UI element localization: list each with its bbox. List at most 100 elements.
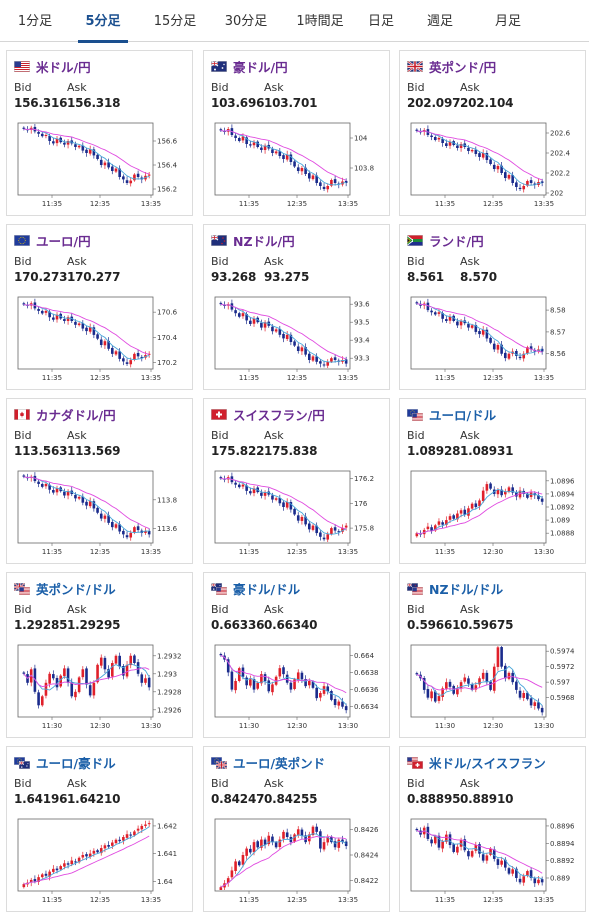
pair-name[interactable]: ランド/円 <box>429 233 484 249</box>
bid-value: 170.273 <box>14 270 68 284</box>
y-tick-label: 175.8 <box>354 525 374 533</box>
candle <box>252 316 256 327</box>
chart-area[interactable]: 1.2932 1.293 1.2928 1.2926 11:30 12:30 13:30 <box>17 644 183 733</box>
pair-name[interactable]: スイスフラン/円 <box>233 407 325 423</box>
pair-name[interactable]: ユーロ/円 <box>36 233 91 249</box>
candle <box>278 664 282 680</box>
pair-name[interactable]: ユーロ/豪ドル <box>36 755 116 771</box>
rate-card[interactable]: NZドル/円 Bid Ask 93.268 93.275 93.6 93.5 93.… <box>203 224 390 390</box>
pair-name[interactable]: 英ポンド/ドル <box>36 581 116 597</box>
tab-0[interactable]: 1分足 <box>17 14 53 29</box>
chart-area[interactable]: 113.8 113.6 11:35 12:35 13:35 <box>17 470 183 559</box>
price-chart: 0.664 0.6638 0.6636 0.6634 11:30 12:30 13:30 <box>214 644 379 730</box>
pair-name[interactable]: 米ドル/スイスフラン <box>429 755 546 771</box>
y-tick-label: 1.642 <box>157 822 177 830</box>
tab-7[interactable]: 月足 <box>494 14 521 29</box>
rate-card[interactable]: ユーロ/ドル Bid Ask 1.08928 1.08931 1.0896 1.0… <box>399 398 586 564</box>
candle <box>456 142 459 151</box>
rate-card[interactable]: カナダドル/円 Bid Ask 113.563 113.569 113.8 113… <box>6 398 193 564</box>
tab-6[interactable]: 週足 <box>426 14 453 29</box>
pair-name[interactable]: NZドル/ドル <box>429 581 504 597</box>
rate-card[interactable]: ユーロ/円 Bid Ask 170.273 170.277 170.6 170.4… <box>6 224 193 390</box>
candle <box>511 171 514 186</box>
pair-name[interactable]: NZドル/円 <box>233 233 295 249</box>
chart-area[interactable]: 202.6 202.4 202.2 202 11:35 12:35 13:35 <box>410 122 576 211</box>
candle <box>481 149 485 160</box>
candle <box>22 474 26 479</box>
pair-name[interactable]: ユーロ/英ポンド <box>233 755 326 771</box>
candle <box>481 325 485 337</box>
chart-frame <box>17 296 154 370</box>
rate-card[interactable]: 豪ドル/ドル Bid Ask 0.66336 0.66340 0.664 0.66… <box>203 572 390 738</box>
pair-name[interactable]: 豪ドル/円 <box>233 59 288 75</box>
candle <box>293 677 296 691</box>
candle <box>448 831 452 849</box>
tab-2[interactable]: 15分足 <box>153 14 197 29</box>
chart-area[interactable]: 0.5974 0.5972 0.597 0.5968 11:30 12:30 13:30 <box>410 644 576 733</box>
chart-frame <box>410 818 547 892</box>
candle <box>40 694 44 707</box>
price-chart: 176.2 176 175.8 11:35 12:35 13:35 <box>214 470 374 556</box>
candle <box>129 178 133 187</box>
chart-area[interactable]: 1.642 1.641 1.64 11:35 12:35 13:35 <box>17 818 183 907</box>
chart-area[interactable]: 0.664 0.6638 0.6636 0.6634 11:30 12:30 13:30 <box>214 644 380 733</box>
tab-4[interactable]: 1時間足 <box>296 14 344 29</box>
rate-card[interactable]: 米ドル/円 Bid Ask 156.316 156.318 156.6 156.4… <box>6 50 193 216</box>
candle <box>300 165 304 176</box>
chart-area[interactable]: 8.58 8.57 8.56 11:35 12:35 13:35 <box>410 296 576 385</box>
chart-area[interactable]: 0.8426 0.8424 0.8422 11:35 12:35 13:35 <box>214 818 380 907</box>
x-tick-label: 13:30 <box>338 722 358 730</box>
candle <box>300 514 304 525</box>
rate-card[interactable]: 英ポンド/円 Bid Ask 202.097 202.104 202.6 202.… <box>399 50 586 216</box>
candle <box>118 521 121 535</box>
candle <box>537 698 540 711</box>
pair-name[interactable]: ユーロ/ドル <box>429 407 497 423</box>
rate-card[interactable]: ユーロ/英ポンド Bid Ask 0.84247 0.84255 0.8426 0… <box>203 746 390 912</box>
rate-card[interactable]: 英ポンド/ドル Bid Ask 1.29285 1.29295 1.2932 1.… <box>6 572 193 738</box>
card-header: 英ポンド/ドル <box>14 579 116 597</box>
candle <box>122 834 125 845</box>
tab-5[interactable]: 日足 <box>367 14 394 29</box>
rate-card[interactable]: NZドル/ドル Bid Ask 0.59661 0.59675 0.5974 0.… <box>399 572 586 738</box>
chart-area[interactable]: 170.6 170.4 170.2 11:35 12:35 13:35 <box>17 296 183 385</box>
chart-area[interactable]: 104 103.8 11:35 12:35 13:35 <box>214 122 380 211</box>
x-tick-label: 12:35 <box>90 374 110 382</box>
chart-area[interactable]: 0.8896 0.8894 0.8892 0.889 11:35 12:35 13:35 <box>410 818 576 907</box>
chart-area[interactable]: 176.2 176 175.8 11:35 12:35 13:35 <box>214 470 380 559</box>
x-tick-label: 11:30 <box>42 722 62 730</box>
candle <box>485 481 489 494</box>
ch-flag-icon <box>211 408 227 420</box>
rate-card[interactable]: 豪ドル/円 Bid Ask 103.696 103.701 104 103.8 11… <box>203 50 390 216</box>
nz-flag-icon <box>211 234 227 246</box>
x-tick-label: 13:35 <box>141 200 161 208</box>
tab-1[interactable]: 5分足 <box>72 0 134 43</box>
y-tick-label: 202.6 <box>550 130 571 138</box>
pair-name[interactable]: 豪ドル/ドル <box>233 581 301 597</box>
candle <box>249 675 252 688</box>
candle <box>55 675 59 691</box>
pair-name[interactable]: カナダドル/円 <box>36 407 116 423</box>
card-header: 米ドル/円 <box>14 57 91 75</box>
candle <box>319 359 322 368</box>
chart-area[interactable]: 156.6 156.4 156.2 11:35 12:35 13:35 <box>17 122 183 211</box>
candle <box>114 654 118 666</box>
rate-card[interactable]: スイスフラン/円 Bid Ask 175.822 175.838 176.2 17… <box>203 398 390 564</box>
candle <box>285 670 289 685</box>
chart-area[interactable]: 1.0896 1.0894 1.0892 1.089 1.0888 11:35 12:30 1… <box>410 470 576 559</box>
candle <box>315 172 318 186</box>
chart-area[interactable]: 93.6 93.5 93.4 93.3 11:35 12:35 13:35 <box>214 296 380 385</box>
tab-3[interactable]: 30分足 <box>224 14 268 29</box>
bid-value: 175.822 <box>211 444 265 458</box>
rate-card[interactable]: ユーロ/豪ドル Bid Ask 1.64196 1.64210 1.642 1.6… <box>6 746 193 912</box>
rate-card[interactable]: 米ドル/スイスフラン Bid Ask 0.88895 0.88910 0.889… <box>399 746 586 912</box>
ma-long-line <box>416 303 543 353</box>
candle <box>245 135 248 148</box>
rate-card[interactable]: ランド/円 Bid Ask 8.561 8.570 8.58 8.57 8.56 11… <box>399 224 586 390</box>
candle <box>344 356 348 367</box>
pair-name[interactable]: 英ポンド/円 <box>429 59 497 75</box>
candle <box>315 684 318 701</box>
candle <box>518 875 522 885</box>
pair-name[interactable]: 米ドル/円 <box>36 59 91 75</box>
x-tick-label: 13:35 <box>141 896 161 904</box>
bid-value: 0.59661 <box>407 618 461 632</box>
